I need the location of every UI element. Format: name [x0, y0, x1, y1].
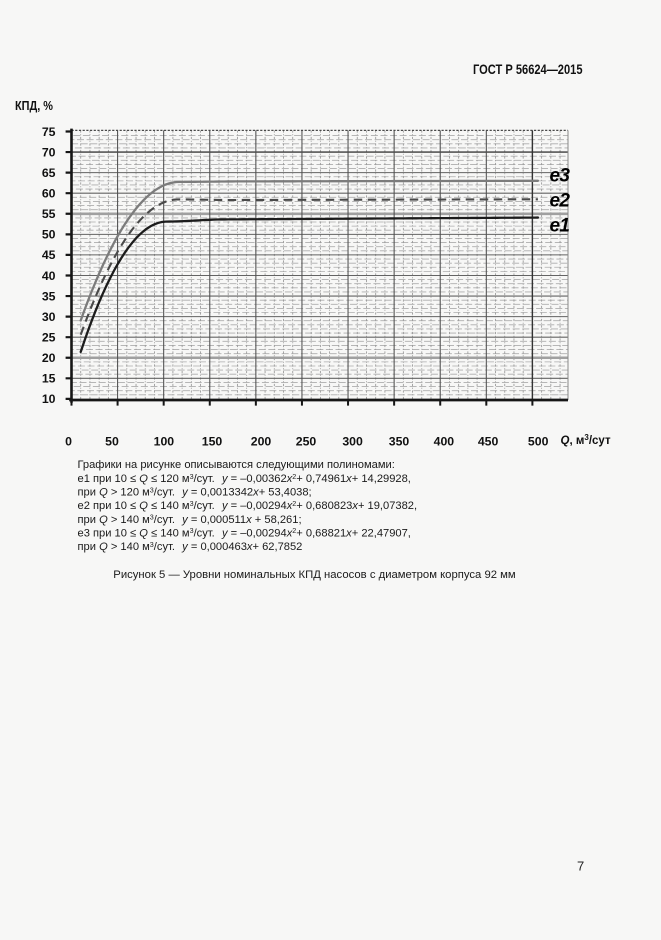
svg-text:500: 500 [528, 434, 549, 448]
svg-text:ГОСТ Р 56624—2015: ГОСТ Р 56624—2015 [473, 62, 583, 77]
svg-text:30: 30 [42, 310, 56, 324]
svg-text:50: 50 [105, 434, 119, 448]
svg-text:е1 при 10 ≤ Q ≤ 120 м3​/сут.​y: е1 при 10 ≤ Q ≤ 120 м3​/сут.​y = –0,0036… [78, 472, 411, 485]
svg-text:10: 10 [42, 392, 56, 406]
svg-text:КПД, %: КПД, % [15, 99, 53, 113]
svg-text:Рисунок 5 — Уровни номинальных: Рисунок 5 — Уровни номинальных КПД насос… [113, 569, 515, 581]
svg-text:при Q > 140 м3​/сут.​y = 0,000: при Q > 140 м3​/сут.​y = 0,000511x + 58,… [78, 513, 302, 526]
svg-text:300: 300 [342, 434, 363, 448]
svg-text:70: 70 [42, 145, 56, 159]
svg-text:40: 40 [42, 269, 56, 283]
svg-text:е3 при 10 ≤ Q ≤ 140 м3​/сут.​y: е3 при 10 ≤ Q ≤ 140 м3​/сут.​y = –0,0029… [78, 526, 411, 539]
svg-text:75: 75 [42, 125, 56, 139]
svg-text:250: 250 [296, 434, 317, 448]
svg-text:e2: e2 [550, 191, 571, 212]
svg-text:20: 20 [42, 351, 56, 365]
svg-text:25: 25 [42, 331, 56, 345]
svg-text:15: 15 [42, 372, 56, 386]
svg-text:400: 400 [434, 434, 455, 448]
svg-text:7: 7 [577, 859, 584, 874]
svg-text:350: 350 [389, 434, 410, 448]
svg-text:e3: e3 [550, 166, 571, 187]
svg-text:45: 45 [42, 248, 56, 262]
svg-text:Графики на рисунке описываются: Графики на рисунке описываются следующим… [78, 459, 395, 471]
svg-text:при Q > 140 м3​/сут.​y = 0,000: при Q > 140 м3​/сут.​y = 0,000463x+ 62,7… [78, 540, 303, 553]
svg-text:35: 35 [42, 289, 56, 303]
svg-text:е2 при 10 ≤ Q ≤ 140 м3​/сут.​y: е2 при 10 ≤ Q ≤ 140 м3​/сут.​y = –0,0029… [78, 499, 418, 512]
svg-text:150: 150 [202, 434, 223, 448]
svg-text:50: 50 [42, 228, 56, 242]
svg-text:60: 60 [42, 187, 56, 201]
svg-text:100: 100 [154, 434, 175, 448]
svg-text:при Q > 120 м3​/сут.​y = 0,001: при Q > 120 м3​/сут.​y = 0,0013342x+ 53,… [78, 486, 312, 499]
svg-text:0: 0 [65, 434, 72, 448]
svg-text:Q, м3/сут: Q, м3/сут [561, 433, 611, 447]
svg-text:65: 65 [42, 166, 56, 180]
svg-text:e1: e1 [550, 216, 570, 237]
svg-text:55: 55 [42, 207, 56, 221]
svg-text:450: 450 [478, 434, 499, 448]
svg-text:200: 200 [251, 434, 272, 448]
